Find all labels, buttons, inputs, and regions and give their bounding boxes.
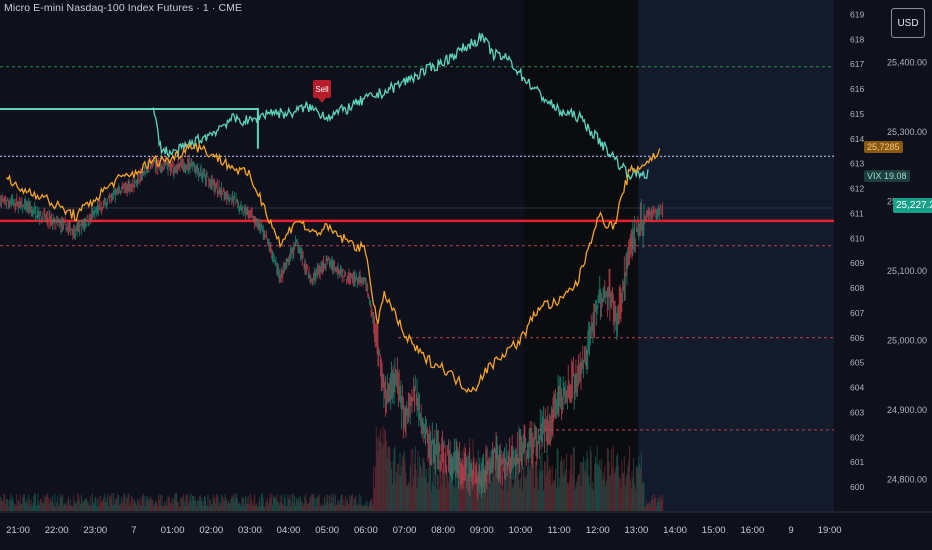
x-axis-tick-label: 11:00 xyxy=(548,525,571,536)
series-line xyxy=(5,142,661,394)
right-axis-tick-label: 606 xyxy=(850,333,864,343)
x-axis-tick-label: 12:00 xyxy=(586,525,610,536)
right-axis-tick-label: 617 xyxy=(850,59,864,69)
right-axis-tick-label: 605 xyxy=(850,358,864,368)
x-axis-tick-label: 15:00 xyxy=(702,525,726,536)
x-axis-tick-label: 22:00 xyxy=(45,525,69,536)
candles xyxy=(0,154,664,501)
indicator-series xyxy=(0,32,661,394)
right-axis-tick-label: 600 xyxy=(850,482,864,492)
x-axis-tick-label: 10:00 xyxy=(509,525,533,536)
far-right-axis-tick-label: 25,100.00 xyxy=(887,266,927,276)
right-axis-tick-label: 604 xyxy=(850,383,864,393)
right-axis-tick-label: 610 xyxy=(850,233,864,243)
x-axis-tick-label: 03:00 xyxy=(238,525,262,536)
x-axis-tick-label: 13:00 xyxy=(625,525,649,536)
vix-tag: VIX 19.08 xyxy=(864,170,910,182)
right-axis-tick-label: 608 xyxy=(850,283,864,293)
right-axis-tick-label: 615 xyxy=(850,109,864,119)
currency-button[interactable]: USD xyxy=(891,8,925,38)
right-axis-tick-label: 611 xyxy=(850,208,864,218)
right-axis-tick-label: 609 xyxy=(850,258,864,268)
sell-signal-badge: Sell xyxy=(313,80,331,103)
right-axis-tick-label: 601 xyxy=(850,457,864,467)
right-axis-tick-label: 602 xyxy=(850,432,864,442)
x-axis-tick-label: 16:00 xyxy=(740,525,764,536)
right-axis-tick-label: 603 xyxy=(850,407,864,417)
x-axis-tick-label: 9 xyxy=(788,525,793,536)
x-axis-tick-label: 7 xyxy=(131,525,136,536)
far-right-axis-tick-label: 25,000.00 xyxy=(887,336,927,346)
right-axis-tick-label: 607 xyxy=(850,308,864,318)
post-session-band xyxy=(638,0,834,512)
x-axis-tick-label: 05:00 xyxy=(315,525,339,536)
right-axis-tick-label: 619 xyxy=(850,9,864,19)
teal-step-line xyxy=(0,107,259,149)
right-axis-tick-label: 613 xyxy=(850,159,864,169)
volume-bars xyxy=(0,426,664,511)
right-axis-tick-label: 614 xyxy=(850,134,864,144)
far-right-axis-tick-label: 25,300.00 xyxy=(887,127,927,137)
x-axis-tick-label: 09:00 xyxy=(470,525,494,536)
right-axis-tick-label: 612 xyxy=(850,184,864,194)
x-axis-tick-label: 21:00 xyxy=(6,525,30,536)
x-axis-tick-label: 19:00 xyxy=(818,525,842,536)
x-axis-tick-label: 23:00 xyxy=(83,525,107,536)
x-axis-tick-label: 08:00 xyxy=(431,525,455,536)
x-axis-tick-label: 04:00 xyxy=(277,525,301,536)
x-axis-tick-label: 06:00 xyxy=(354,525,378,536)
right-axis-tick-label: 616 xyxy=(850,84,864,94)
x-axis-tick-label: 02:00 xyxy=(199,525,223,536)
far-right-axis-tick-label: 24,800.00 xyxy=(887,475,927,485)
far-right-axis-tick-label: 24,900.00 xyxy=(887,405,927,415)
far-right-axis-tick-label: 25,400.00 xyxy=(887,58,927,68)
chart-title: Micro E-mini Nasdaq-100 Index Futures · … xyxy=(4,2,243,14)
x-axis-tick-label: 07:00 xyxy=(393,525,417,536)
right-axis-tick-label: 618 xyxy=(850,34,864,44)
orange-value-tag: 25,7285 xyxy=(864,141,903,153)
session-bands xyxy=(523,0,834,512)
series-line xyxy=(152,32,649,181)
last-price-badge: 25,227.25 xyxy=(893,198,932,213)
horizontal-levels xyxy=(0,66,834,431)
x-axis-tick-label: 01:00 xyxy=(161,525,185,536)
x-axis-tick-label: 14:00 xyxy=(663,525,687,536)
